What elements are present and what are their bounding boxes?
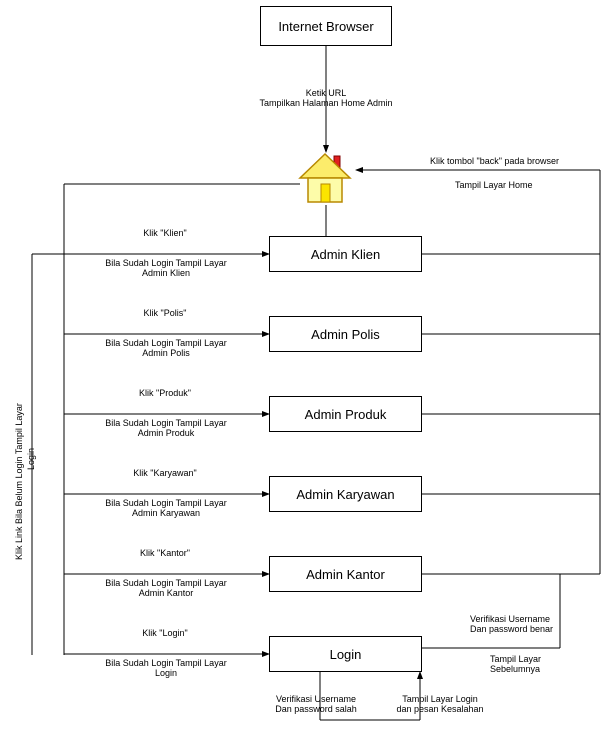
node-login: Login <box>269 636 422 672</box>
label-side-vertical-2: Login <box>26 448 36 470</box>
label-verif-ok-1: Verifikasi Username Dan password benar <box>470 614 553 634</box>
label-klik-polis: Klik "Polis" <box>90 308 240 318</box>
label-back-home: Tampil Layar Home <box>455 180 533 190</box>
label-klik-produk: Klik "Produk" <box>90 388 240 398</box>
label-klik-kantor: Klik "Kantor" <box>90 548 240 558</box>
side-line2: Login <box>26 448 36 470</box>
label-klik-klien: Klik "Klien" <box>90 228 240 238</box>
node-label: Internet Browser <box>278 19 373 34</box>
node-label: Admin Karyawan <box>296 487 394 502</box>
node-admin-produk: Admin Produk <box>269 396 422 432</box>
label-sub-login: Bila Sudah Login Tampil Layar Login <box>76 658 256 678</box>
node-label: Admin Polis <box>311 327 380 342</box>
label-side-vertical: Klik Link Bila Belum Login Tampil Layar <box>14 403 24 560</box>
label-url: Ketik URL Tampilkan Halaman Home Admin <box>210 88 442 108</box>
node-admin-karyawan: Admin Karyawan <box>269 476 422 512</box>
node-label: Login <box>330 647 362 662</box>
node-internet-browser: Internet Browser <box>260 6 392 46</box>
side-line1: Klik Link Bila Belum Login Tampil Layar <box>14 403 24 560</box>
node-label: Admin Klien <box>311 247 380 262</box>
label-klik-karyawan: Klik "Karyawan" <box>90 468 240 478</box>
node-admin-kantor: Admin Kantor <box>269 556 422 592</box>
label-sub-karyawan: Bila Sudah Login Tampil Layar Admin Kary… <box>76 498 256 518</box>
label-verif-bad: Verifikasi Username Dan password salah <box>256 694 376 714</box>
label-sub-polis: Bila Sudah Login Tampil Layar Admin Poli… <box>76 338 256 358</box>
label-klik-login: Klik "Login" <box>90 628 240 638</box>
node-admin-polis: Admin Polis <box>269 316 422 352</box>
label-verif-ok-2: Tampil Layar Sebelumnya <box>490 654 541 674</box>
label-sub-kantor: Bila Sudah Login Tampil Layar Admin Kant… <box>76 578 256 598</box>
label-sub-produk: Bila Sudah Login Tampil Layar Admin Prod… <box>76 418 256 438</box>
label-sub-klien: Bila Sudah Login Tampil Layar Admin Klie… <box>76 258 256 278</box>
node-admin-klien: Admin Klien <box>269 236 422 272</box>
node-label: Admin Kantor <box>306 567 385 582</box>
node-label: Admin Produk <box>305 407 387 422</box>
label-back-btn: Klik tombol "back" pada browser <box>430 156 559 166</box>
label-verif-bad2: Tampil Layar Login dan pesan Kesalahan <box>380 694 500 714</box>
home-icon <box>296 152 354 206</box>
